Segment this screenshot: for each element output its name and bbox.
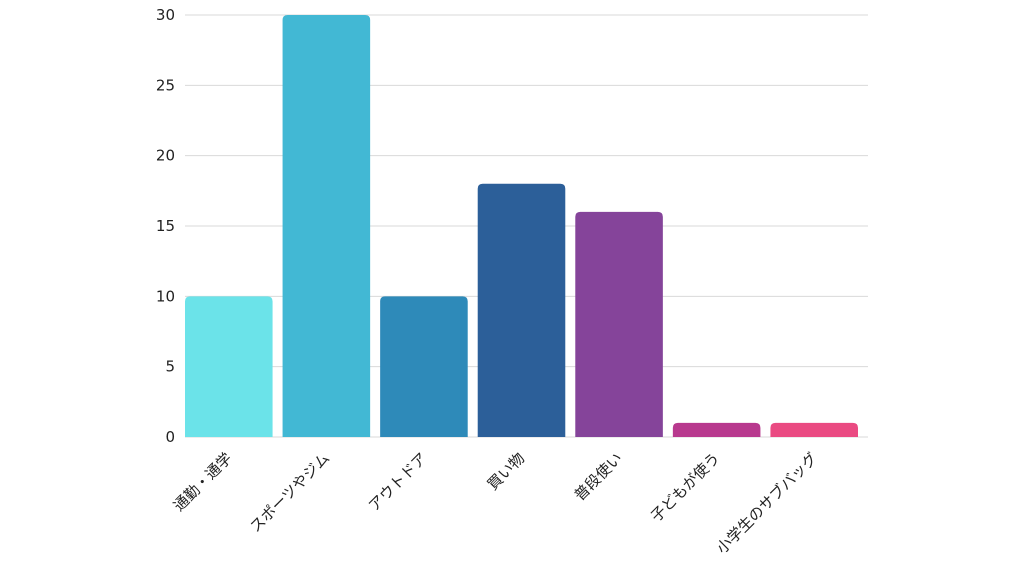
x-category-label: 買い物 <box>484 449 529 494</box>
bar <box>380 296 468 437</box>
bars <box>185 15 858 437</box>
bar <box>672 422 761 437</box>
y-tick-label: 15 <box>156 217 175 235</box>
bar <box>185 296 273 437</box>
x-category-label: 普段使い <box>571 449 626 504</box>
y-axis-ticks: 0 5 10 15 20 25 30 <box>156 6 175 446</box>
y-tick-label: 30 <box>156 6 175 24</box>
bar <box>477 183 566 437</box>
x-category-label: スポーツやジム <box>246 449 333 536</box>
y-tick-label: 5 <box>165 358 175 376</box>
x-category-label: 小学生のサブバッグ <box>713 449 821 557</box>
y-tick-label: 25 <box>156 76 175 94</box>
y-tick-label: 10 <box>156 287 175 305</box>
bar <box>770 422 858 437</box>
x-category-label: アウトドア <box>365 449 431 515</box>
bar <box>282 15 371 437</box>
y-tick-label: 20 <box>156 147 175 165</box>
bar <box>575 211 663 437</box>
x-category-label: 子どもが使う <box>647 449 723 525</box>
x-category-label: 通勤・通学 <box>170 449 236 515</box>
y-tick-label: 0 <box>165 428 175 446</box>
